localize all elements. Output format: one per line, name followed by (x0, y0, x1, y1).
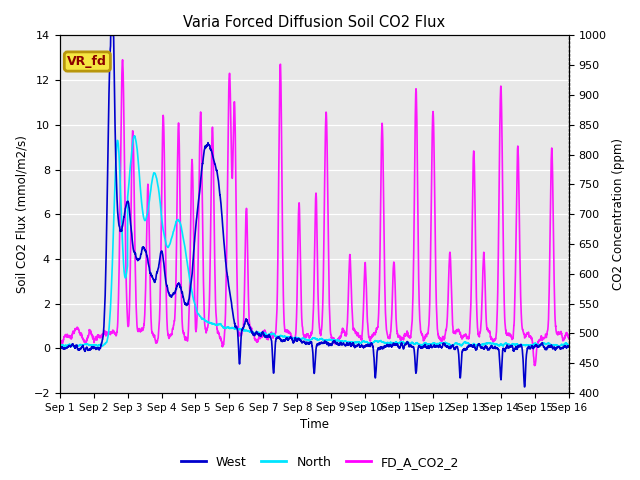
Legend: West, North, FD_A_CO2_2: West, North, FD_A_CO2_2 (175, 451, 465, 474)
X-axis label: Time: Time (300, 419, 329, 432)
Title: Varia Forced Diffusion Soil CO2 Flux: Varia Forced Diffusion Soil CO2 Flux (183, 15, 445, 30)
Y-axis label: Soil CO2 Flux (mmol/m2/s): Soil CO2 Flux (mmol/m2/s) (15, 135, 28, 293)
Text: VR_fd: VR_fd (67, 55, 108, 68)
Y-axis label: CO2 Concentration (ppm): CO2 Concentration (ppm) (612, 138, 625, 290)
